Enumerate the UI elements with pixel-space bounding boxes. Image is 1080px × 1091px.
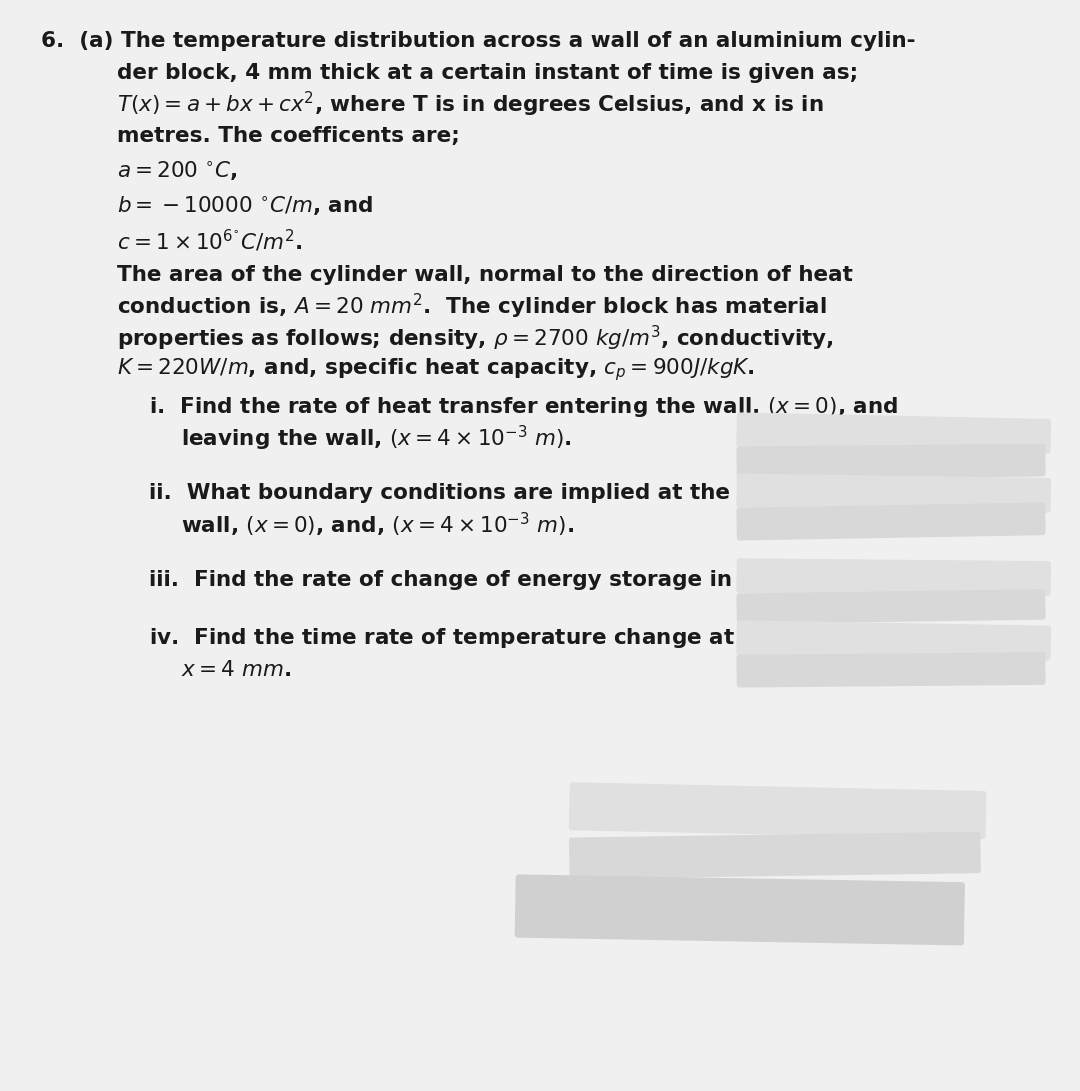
Text: iii.  Find the rate of change of energy storage in the wall.: iii. Find the rate of change of energy s… (149, 571, 845, 590)
Text: leaving the wall, $(x = 4\times10^{-3}\ m)$.: leaving the wall, $(x = 4\times10^{-3}\ … (181, 424, 572, 453)
Text: $T(x) = a + bx + cx^2$, where T is in degrees Celsius, and x is in: $T(x) = a + bx + cx^2$, where T is in de… (117, 91, 823, 119)
FancyBboxPatch shape (569, 782, 986, 839)
FancyBboxPatch shape (569, 831, 981, 879)
FancyBboxPatch shape (515, 874, 964, 946)
FancyBboxPatch shape (737, 559, 1051, 596)
Text: $b = -10000\ ^{\circ}C/m$, and: $b = -10000\ ^{\circ}C/m$, and (117, 194, 373, 218)
Text: $x = 4\ mm$.: $x = 4\ mm$. (181, 660, 292, 680)
FancyBboxPatch shape (737, 621, 1051, 660)
FancyBboxPatch shape (737, 652, 1045, 687)
Text: wall, $(x = 0)$, and, $(x = 4\times10^{-3}\ m)$.: wall, $(x = 0)$, and, $(x = 4\times10^{-… (181, 511, 575, 539)
Text: 6.  (a) The temperature distribution across a wall of an aluminium cylin-: 6. (a) The temperature distribution acro… (41, 32, 916, 51)
Text: $c = 1\times10^{6^{\circ}}C/m^2$.: $c = 1\times10^{6^{\circ}}C/m^2$. (117, 228, 302, 254)
Text: der block, 4 mm thick at a certain instant of time is given as;: der block, 4 mm thick at a certain insta… (117, 63, 858, 83)
Text: metres. The coefficents are;: metres. The coefficents are; (117, 127, 459, 146)
Text: i.  Find the rate of heat transfer entering the wall, $(x = 0)$, and: i. Find the rate of heat transfer enteri… (149, 395, 899, 419)
FancyBboxPatch shape (737, 412, 1051, 454)
FancyBboxPatch shape (737, 503, 1045, 540)
FancyBboxPatch shape (737, 444, 1045, 479)
Text: $a = 200\ ^{\circ}C$,: $a = 200\ ^{\circ}C$, (117, 159, 238, 183)
Text: $K = 220W/m$, and, specific heat capacity, $c_p = 900J/kgK$.: $K = 220W/m$, and, specific heat capacit… (117, 357, 755, 383)
FancyBboxPatch shape (737, 589, 1045, 624)
FancyBboxPatch shape (737, 473, 1051, 513)
Text: properties as follows; density, $\rho = 2700\ kg/m^3$, conductivity,: properties as follows; density, $\rho = … (117, 324, 834, 352)
Text: The area of the cylinder wall, normal to the direction of heat: The area of the cylinder wall, normal to… (117, 265, 852, 285)
Text: ii.  What boundary conditions are implied at the surfaces of the: ii. What boundary conditions are implied… (149, 483, 919, 503)
Text: conduction is, $A = 20\ mm^2$.  The cylinder block has material: conduction is, $A = 20\ mm^2$. The cylin… (117, 292, 826, 321)
Text: iv.  Find the time rate of temperature change at $x = 1\ mm$, and: iv. Find the time rate of temperature ch… (149, 626, 904, 650)
